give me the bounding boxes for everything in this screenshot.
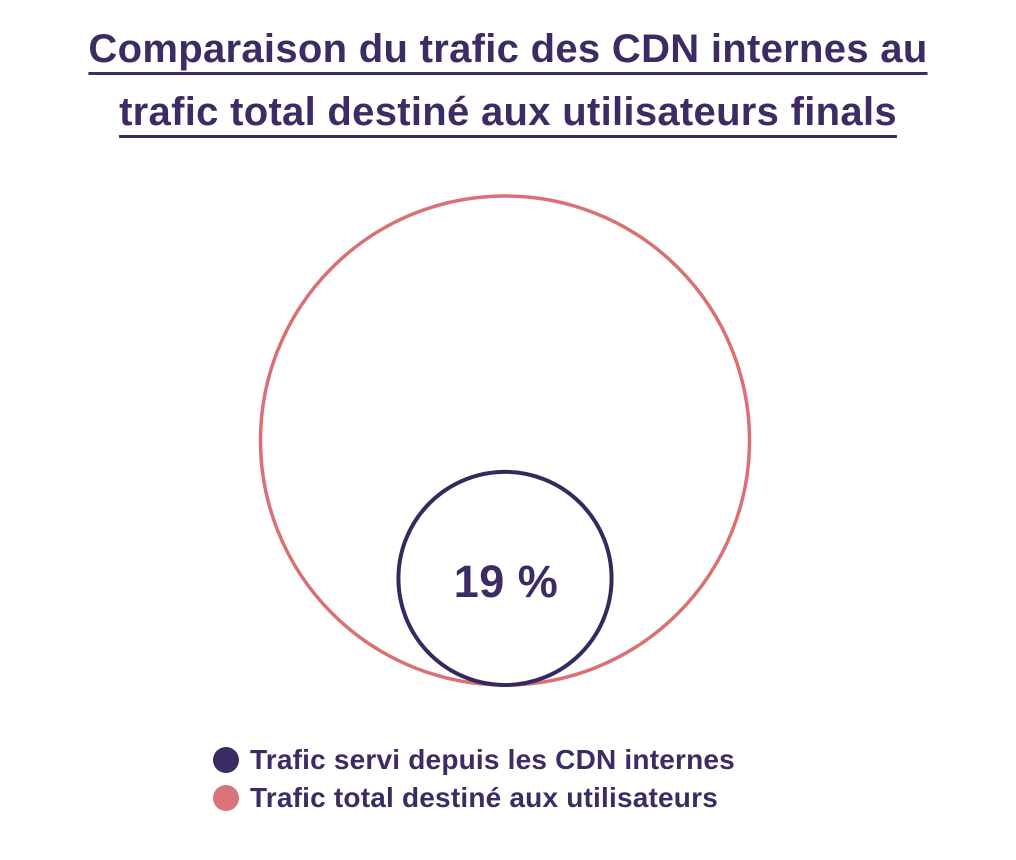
legend-label-total-utilisateurs: Trafic total destiné aux utilisateurs (250, 782, 718, 813)
outer-circle-total-traffic (258, 194, 752, 687)
inner-circle-percentage-label: 19 % (453, 556, 559, 607)
legend-label-cdn-internes: Trafic servi depuis les CDN internes (250, 744, 735, 775)
legend: Trafic servi depuis les CDN internes Tra… (213, 746, 1016, 812)
purple-dot-icon (213, 747, 239, 773)
inner-circle-cdn-traffic (396, 469, 614, 688)
chart-title: Comparaison du trafic des CDN internes a… (0, 0, 1016, 144)
chart-title-line1: Comparaison du trafic des CDN internes a… (88, 27, 928, 71)
venn-diagram: 19 % (0, 144, 1016, 704)
chart-title-line2: trafic total destiné aux utilisateurs fi… (119, 90, 897, 134)
salmon-dot-icon (213, 785, 239, 811)
legend-item-cdn-internes: Trafic servi depuis les CDN internes (213, 746, 1016, 774)
legend-item-total-utilisateurs: Trafic total destiné aux utilisateurs (213, 784, 1016, 812)
venn-circles-svg (258, 194, 752, 688)
